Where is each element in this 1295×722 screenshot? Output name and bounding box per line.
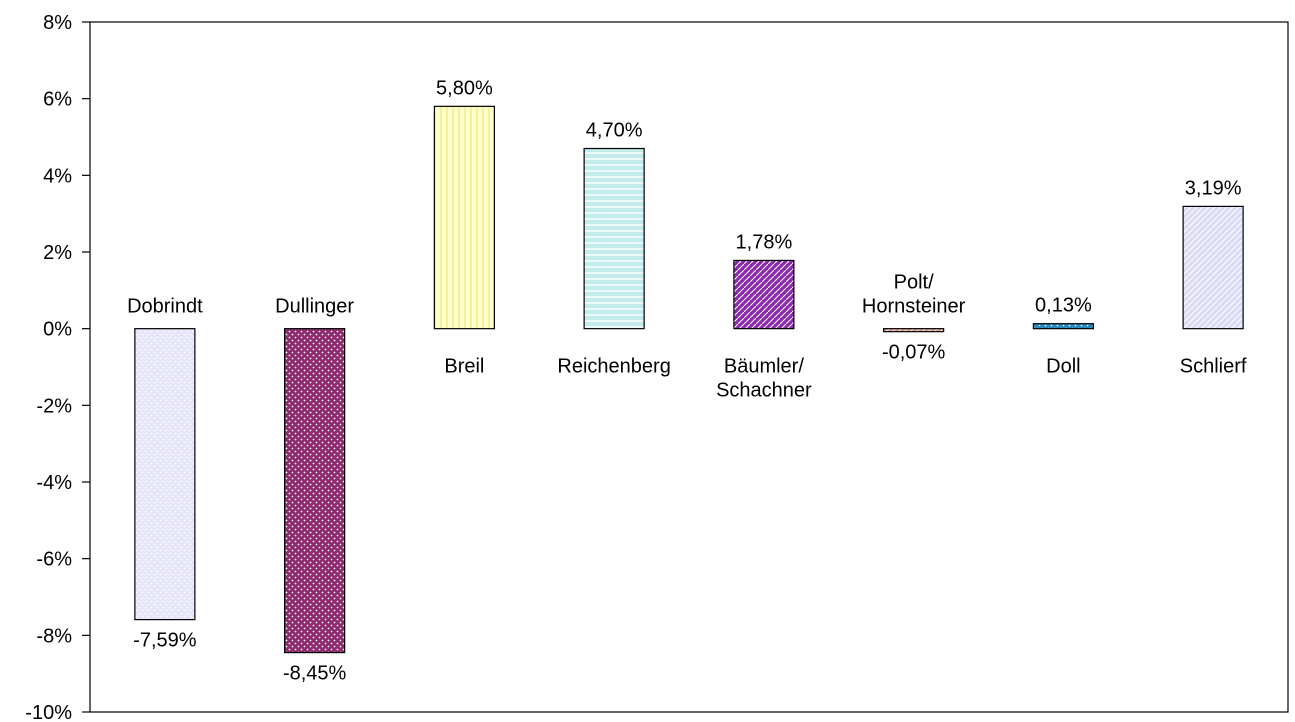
- value-label: 0,13%: [1035, 295, 1092, 317]
- bar: [1032, 323, 1094, 330]
- y-tick-label: 0%: [43, 319, 72, 341]
- category-label: Dullinger: [275, 296, 354, 318]
- category-label: Doll: [1046, 356, 1080, 378]
- value-label: -0,07%: [882, 342, 946, 364]
- bar: [733, 259, 795, 330]
- bar: [583, 147, 645, 330]
- bar: [433, 105, 495, 330]
- y-tick-label: 4%: [43, 165, 72, 187]
- category-label: Polt/Hornsteiner: [862, 272, 966, 318]
- value-label: 3,19%: [1185, 177, 1242, 199]
- category-label: Reichenberg: [557, 356, 670, 378]
- category-label: Schlierf: [1180, 356, 1247, 378]
- y-tick-label: -4%: [36, 472, 72, 494]
- y-tick-label: 2%: [43, 242, 72, 264]
- y-tick-label: 8%: [43, 12, 72, 34]
- value-label: -7,59%: [133, 630, 197, 652]
- value-label: -8,45%: [283, 663, 347, 685]
- y-axis: -10% -8% -6% -4% -2% 0% 2% 4% 6% 8%: [25, 12, 1289, 722]
- y-tick-label: -10%: [25, 702, 72, 722]
- bar: [284, 328, 346, 654]
- bar: [883, 328, 945, 333]
- bars: [134, 105, 1244, 654]
- category-label: Dobrindt: [127, 296, 203, 318]
- y-tick-label: -2%: [36, 395, 72, 417]
- category-label: Breil: [444, 356, 484, 378]
- value-label: 1,78%: [736, 231, 793, 253]
- y-tick-label: -6%: [36, 549, 72, 571]
- value-label: 5,80%: [436, 77, 493, 99]
- plot-area: [89, 21, 1289, 713]
- value-label: 4,70%: [586, 120, 643, 142]
- y-tick-label: 6%: [43, 89, 72, 111]
- bar: [134, 328, 196, 621]
- y-tick-label: -8%: [36, 625, 72, 647]
- labels: -7,59% Dobrindt -8,45% Dullinger 5,80% Breil 4…: [127, 77, 1247, 684]
- bar: [1182, 205, 1244, 330]
- category-label: Bäumler/Schachner: [716, 356, 812, 402]
